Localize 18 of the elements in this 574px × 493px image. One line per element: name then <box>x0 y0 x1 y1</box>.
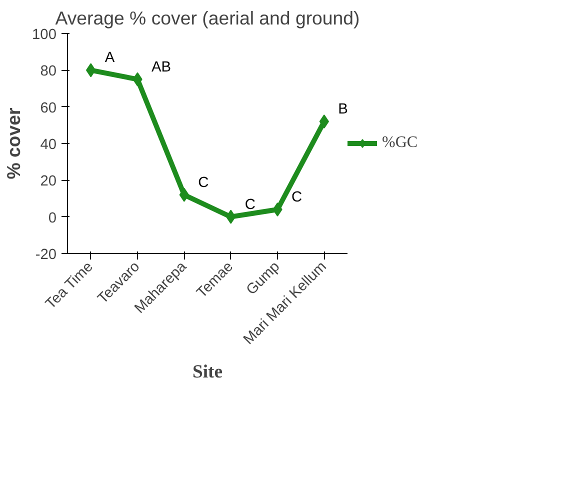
annotation: A <box>104 50 115 66</box>
annotation: C <box>198 174 210 191</box>
y-tick-label: 80 <box>40 64 57 80</box>
y-tick-label: 20 <box>40 174 57 190</box>
x-axis-title: Site <box>192 362 223 383</box>
point <box>272 202 282 216</box>
annotation: AB <box>152 59 172 76</box>
y-tick-label: 0 <box>48 210 57 226</box>
legend-label: %GC <box>382 134 418 152</box>
y-axis-title: % cover <box>3 108 24 180</box>
point <box>319 114 329 128</box>
y-tick-label: 40 <box>40 137 57 153</box>
y-tick-label: 60 <box>40 100 57 116</box>
annotation: C <box>292 190 302 206</box>
annotation: B <box>338 102 348 118</box>
annotation: C <box>244 196 256 213</box>
chart-title: Average % cover (aerial and ground) <box>55 8 360 28</box>
y-tick-label: 100 <box>32 27 57 43</box>
